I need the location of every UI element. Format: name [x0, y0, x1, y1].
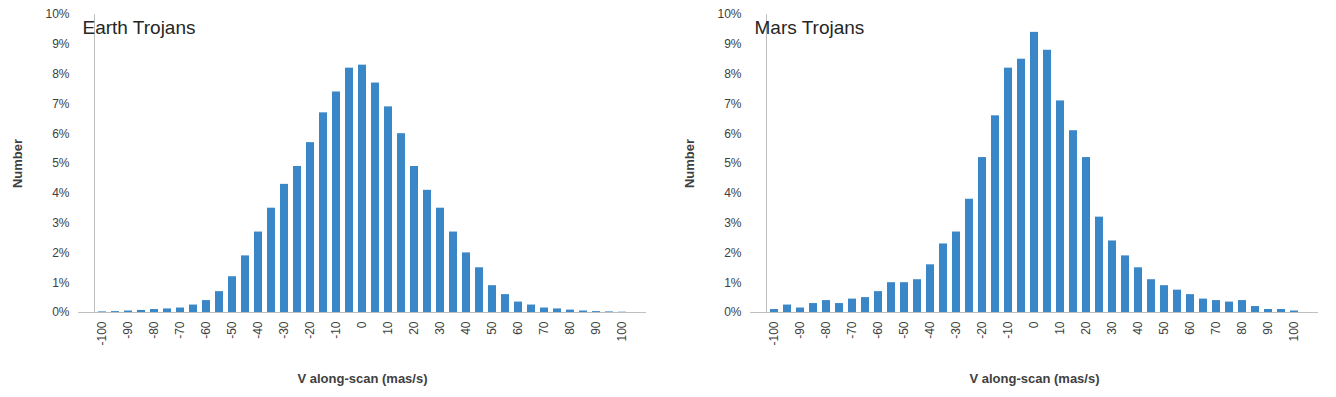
svg-text:-40: -40 — [923, 321, 937, 339]
svg-text:40: 40 — [459, 321, 473, 335]
svg-text:100: 100 — [615, 321, 629, 341]
svg-text:10%: 10% — [717, 7, 741, 21]
svg-text:80: 80 — [563, 321, 577, 335]
svg-text:0: 0 — [355, 321, 369, 328]
svg-text:-60: -60 — [871, 321, 885, 339]
svg-text:-50: -50 — [225, 321, 239, 339]
svg-text:60: 60 — [1183, 321, 1197, 335]
svg-text:30: 30 — [433, 321, 447, 335]
svg-text:30: 30 — [1105, 321, 1119, 335]
svg-text:-100: -100 — [767, 321, 781, 345]
svg-text:Number: Number — [682, 139, 697, 188]
svg-text:V along-scan (mas/s): V along-scan (mas/s) — [297, 371, 427, 386]
svg-text:-40: -40 — [251, 321, 265, 339]
svg-text:9%: 9% — [52, 37, 70, 51]
svg-text:70: 70 — [1209, 321, 1223, 335]
svg-text:5%: 5% — [724, 156, 742, 170]
svg-text:Number: Number — [10, 139, 25, 188]
svg-text:-70: -70 — [173, 321, 187, 339]
svg-text:5%: 5% — [52, 156, 70, 170]
svg-text:Mars Trojans: Mars Trojans — [755, 17, 865, 38]
svg-text:1%: 1% — [52, 276, 70, 290]
svg-text:0%: 0% — [724, 305, 742, 319]
svg-text:-90: -90 — [793, 321, 807, 339]
svg-text:-60: -60 — [199, 321, 213, 339]
svg-text:0%: 0% — [52, 305, 70, 319]
svg-text:1%: 1% — [724, 276, 742, 290]
svg-text:2%: 2% — [724, 246, 742, 260]
svg-text:7%: 7% — [52, 97, 70, 111]
svg-text:20: 20 — [407, 321, 421, 335]
svg-text:-100: -100 — [95, 321, 109, 345]
svg-text:10%: 10% — [45, 7, 69, 21]
svg-text:2%: 2% — [52, 246, 70, 260]
svg-text:-70: -70 — [845, 321, 859, 339]
svg-text:-10: -10 — [1001, 321, 1015, 339]
svg-text:V along-scan (mas/s): V along-scan (mas/s) — [969, 371, 1099, 386]
svg-text:-30: -30 — [949, 321, 963, 339]
svg-text:4%: 4% — [724, 186, 742, 200]
svg-text:8%: 8% — [724, 67, 742, 81]
svg-text:6%: 6% — [724, 127, 742, 141]
svg-text:3%: 3% — [52, 216, 70, 230]
svg-text:60: 60 — [511, 321, 525, 335]
svg-text:50: 50 — [1157, 321, 1171, 335]
svg-text:-20: -20 — [303, 321, 317, 339]
svg-text:100: 100 — [1287, 321, 1301, 341]
svg-text:8%: 8% — [52, 67, 70, 81]
svg-text:-80: -80 — [819, 321, 833, 339]
svg-text:-90: -90 — [121, 321, 135, 339]
svg-text:20: 20 — [1079, 321, 1093, 335]
svg-text:-80: -80 — [147, 321, 161, 339]
svg-text:-20: -20 — [975, 321, 989, 339]
svg-text:6%: 6% — [52, 127, 70, 141]
svg-text:Earth Trojans: Earth Trojans — [83, 17, 196, 38]
svg-text:90: 90 — [589, 321, 603, 335]
svg-text:10: 10 — [1053, 321, 1067, 335]
svg-text:40: 40 — [1131, 321, 1145, 335]
svg-text:9%: 9% — [724, 37, 742, 51]
svg-text:90: 90 — [1261, 321, 1275, 335]
svg-text:3%: 3% — [724, 216, 742, 230]
svg-text:-50: -50 — [897, 321, 911, 339]
svg-text:80: 80 — [1235, 321, 1249, 335]
svg-text:0: 0 — [1027, 321, 1041, 328]
svg-text:10: 10 — [381, 321, 395, 335]
svg-text:-10: -10 — [329, 321, 343, 339]
svg-text:50: 50 — [485, 321, 499, 335]
svg-text:7%: 7% — [724, 97, 742, 111]
svg-text:70: 70 — [537, 321, 551, 335]
svg-text:4%: 4% — [52, 186, 70, 200]
svg-text:-30: -30 — [277, 321, 291, 339]
